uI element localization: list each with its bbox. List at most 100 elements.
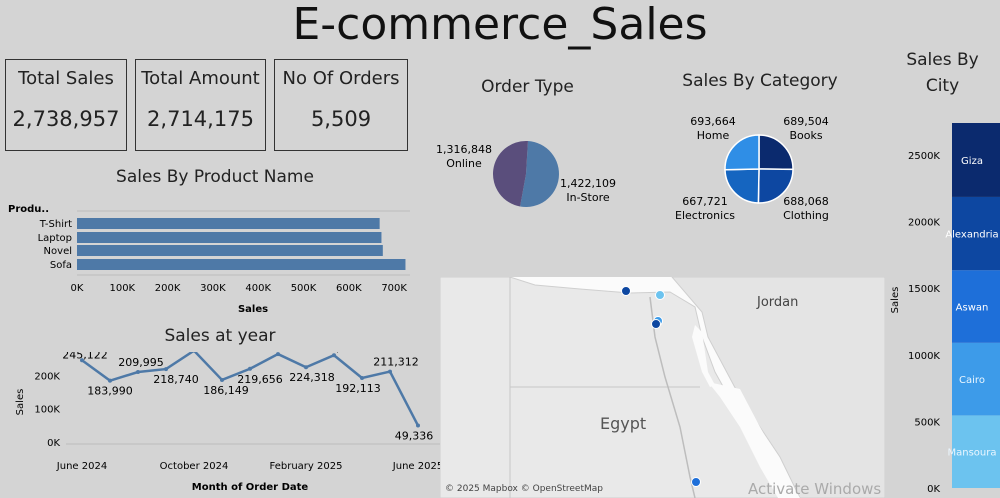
line-point [360, 375, 364, 380]
city-label: Cairo [959, 375, 985, 386]
kpi-no-of-orders: No Of Orders 5,509 [274, 59, 408, 151]
x-tick-label: 600K [336, 283, 362, 294]
city-bar-segment [952, 196, 1000, 271]
product-bar [77, 259, 406, 270]
category-label: T-Shirt [39, 219, 72, 230]
city-bar-segment [952, 415, 1000, 488]
kpi-value: 2,738,957 [12, 107, 120, 131]
x-tick-label: 200K [155, 283, 181, 294]
data-label: 260,294 [315, 352, 361, 354]
slice-value-label: 1,422,109 [560, 177, 616, 190]
data-label: 218,740 [153, 373, 199, 386]
slice-name-label: Online [446, 157, 482, 170]
kpi-value: 2,714,175 [147, 107, 254, 131]
line-point [276, 352, 280, 357]
slice-name-label: Books [789, 129, 822, 142]
map-label-jordan: Jordan [756, 295, 798, 310]
map-point-alexandria [621, 286, 631, 296]
line-point [332, 353, 336, 358]
data-label: 245,122 [62, 352, 108, 361]
city-label: Giza [961, 156, 983, 167]
data-label: 224,318 [289, 371, 335, 384]
line-point [192, 352, 196, 353]
map-points [621, 286, 701, 487]
slice-value-label: 689,504 [783, 115, 829, 128]
slice-value-label: 1,316,848 [436, 143, 492, 156]
map-land-asia [671, 277, 885, 498]
egypt-map[interactable]: Egypt Jordan © 2025 Mapbox © OpenStreetM… [440, 277, 885, 498]
map-point-giza [651, 319, 661, 329]
pie-slice [724, 134, 760, 171]
y-tick-label: 2000K [908, 218, 940, 229]
x-tick-label: June 2024 [56, 461, 107, 472]
data-label: 211,312 [373, 356, 419, 369]
slice-value-label: 688,068 [783, 195, 829, 208]
category-header: Produ.. [8, 204, 49, 215]
line-point [80, 358, 84, 363]
x-tick-label: 300K [200, 283, 226, 294]
line-point [416, 423, 420, 428]
data-label: 183,990 [87, 385, 133, 398]
watermark: Activate Windows [748, 480, 882, 498]
y-tick-label: 0K [927, 484, 940, 495]
slice-value-label: 693,664 [690, 115, 736, 128]
x-axis-title: Month of Order Date [192, 482, 309, 493]
data-label: 209,995 [118, 356, 164, 369]
map-point-aswan [691, 477, 701, 487]
product-bar-chart: Produ.. T-Shirt Laptop Novel Sofa 0K 100K 200K 3… [8, 204, 410, 315]
slice-name-label: Electronics [675, 209, 735, 222]
slice-name-label: Clothing [783, 209, 829, 222]
product-bar [77, 218, 380, 229]
product-bar [77, 245, 383, 256]
city-label: Alexandria [945, 230, 998, 241]
pie-slice [757, 168, 794, 204]
x-tick-label: June 2025 [392, 461, 440, 472]
city-label: Mansoura [948, 448, 997, 459]
y-axis-title: Sales [890, 287, 901, 314]
map-gulf-suez [692, 325, 715, 387]
kpi-total-sales: Total Sales 2,738,957 [5, 59, 127, 151]
category-label: Novel [44, 246, 72, 257]
map-nile [649, 296, 696, 498]
order-type-title: Order Type [481, 77, 574, 97]
y-tick-label: 100K [34, 405, 60, 416]
city-label: Aswan [956, 302, 989, 313]
line-point [220, 377, 224, 382]
x-axis-title: Sales [238, 304, 268, 315]
x-tick-label: 400K [245, 283, 271, 294]
line-point [136, 370, 140, 375]
kpi-label: No Of Orders [282, 68, 400, 89]
slice-name-label: In-Store [566, 191, 609, 204]
pie-slice [758, 134, 794, 171]
x-tick-label: 0K [71, 283, 84, 294]
category-title: Sales By Category [682, 71, 838, 91]
line-point [108, 378, 112, 383]
sales-line-chart: Sales 0K 100K 200K 245,122 183,990 209,995 218,… [15, 352, 440, 493]
city-bar-segment [952, 270, 1000, 343]
city-bar-segment [952, 342, 1000, 416]
year-chart-title: Sales at year [164, 326, 276, 346]
line-point [388, 369, 392, 374]
x-tick-label: 700K [381, 283, 407, 294]
map-point-mansoura [655, 290, 665, 300]
x-tick-label: February 2025 [270, 461, 343, 472]
product-bar [77, 232, 382, 243]
map-label-egypt: Egypt [600, 414, 646, 433]
map-red-sea [708, 382, 800, 498]
x-tick-label: 100K [109, 283, 135, 294]
city-bar-segment [952, 123, 1000, 197]
city-chart-title: Sales By City [906, 50, 979, 96]
kpi-total-amount: Total Amount 2,714,175 [135, 59, 266, 151]
category-label: Sofa [50, 260, 72, 271]
y-tick-label: 500K [914, 417, 940, 428]
pie-slice [724, 168, 760, 204]
data-label: 49,336 [395, 430, 434, 443]
y-tick-label: 200K [34, 371, 60, 382]
slice-value-label: 667,721 [682, 195, 728, 208]
pie-slice [493, 141, 528, 207]
product-chart-title: Sales By Product Name [116, 167, 314, 187]
line-point [304, 365, 308, 370]
slice-name-label: Home [697, 129, 730, 142]
